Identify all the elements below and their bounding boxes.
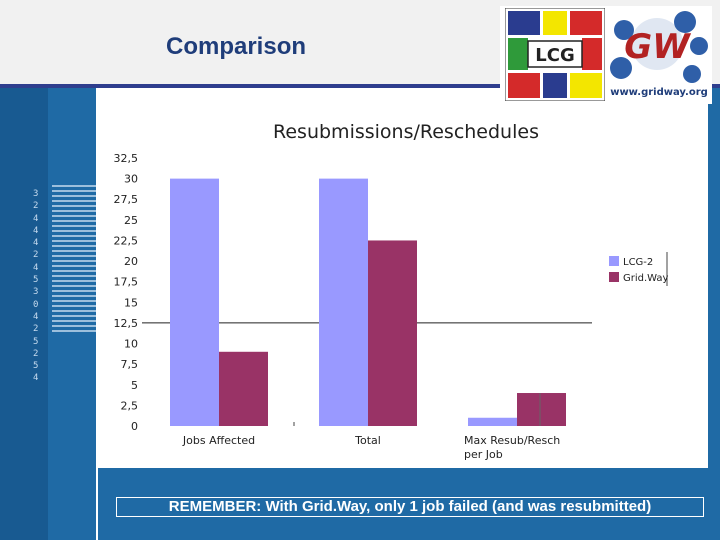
y-tick-label: 15 xyxy=(124,296,138,309)
legend-label: Grid.Way xyxy=(623,273,669,284)
y-tick-label: 10 xyxy=(124,338,138,351)
x-tick-label: Max Resub/Resch per Job xyxy=(464,434,560,461)
bar-lcg-2-2 xyxy=(468,417,517,426)
bar-grid-way-2 xyxy=(517,393,566,426)
gridway-logo: GW www.gridway.org xyxy=(610,11,708,98)
y-tick-label: 22,5 xyxy=(114,234,139,247)
legend: LCG-2 Grid.Way xyxy=(609,252,669,286)
y-tick-label: 5 xyxy=(131,379,138,392)
lcg-logo: LCG xyxy=(505,8,605,101)
bar-lcg-2-0 xyxy=(170,178,219,426)
bar-chart: Resubmissions/Reschedules 0 2,5 5 7,5 10 12,5… xyxy=(114,121,669,461)
svg-text:GW: GW xyxy=(624,27,691,67)
svg-text:www.gridway.org: www.gridway.org xyxy=(610,87,708,98)
y-tick-label: 25 xyxy=(124,214,138,227)
y-tick-label: 0 xyxy=(131,420,138,433)
vertical-digits: 3244424530425254 xyxy=(33,189,39,384)
remember-note: REMEMBER: With Grid.Way, only 1 job fail… xyxy=(116,497,704,517)
legend-swatch xyxy=(609,256,619,266)
chart-title: Resubmissions/Reschedules xyxy=(273,121,539,143)
chart-panel: Resubmissions/Reschedules 0 2,5 5 7,5 10 12,5… xyxy=(98,112,708,468)
barcode-decoration xyxy=(52,185,96,335)
bar-lcg-2-1 xyxy=(319,178,368,426)
y-tick-label: 32,5 xyxy=(114,152,139,165)
bar-grid-way-0 xyxy=(219,351,268,426)
y-tick-label: 20 xyxy=(124,255,138,268)
slide-title: Comparison xyxy=(166,33,307,60)
bars-group xyxy=(170,178,566,426)
svg-text:LCG: LCG xyxy=(535,45,574,66)
y-tick-label: 27,5 xyxy=(114,193,139,206)
y-tick-label: 2,5 xyxy=(121,399,139,412)
legend-label: LCG-2 xyxy=(623,257,653,268)
legend-swatch xyxy=(609,272,619,282)
x-axis-labels: Jobs Affected Total Max Resub/Resch per Job xyxy=(182,422,560,461)
right-decorative-band xyxy=(708,88,720,540)
y-tick-label: 7,5 xyxy=(121,358,139,371)
left-decorative-band-dark xyxy=(0,88,48,540)
bar-grid-way-1 xyxy=(368,240,417,426)
y-tick-label: 12,5 xyxy=(114,317,139,330)
y-tick-label: 30 xyxy=(124,173,138,186)
y-tick-label: 17,5 xyxy=(114,276,139,289)
x-tick-label: Total xyxy=(354,434,381,447)
bottom-band xyxy=(98,468,708,540)
header-divider xyxy=(0,84,720,88)
x-tick-label: Jobs Affected xyxy=(182,434,255,447)
